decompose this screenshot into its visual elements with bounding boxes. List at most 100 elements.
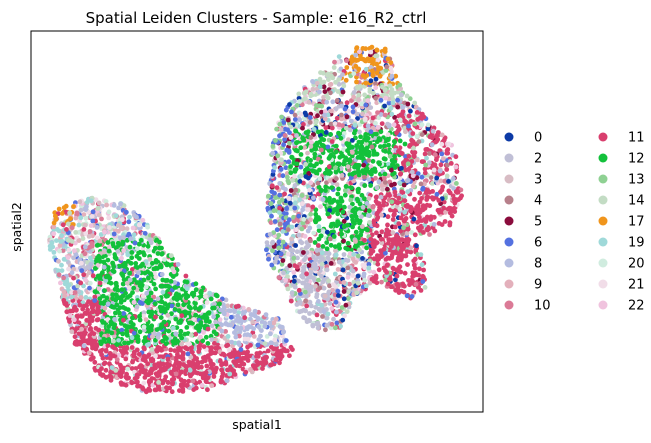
scatter-point-cluster-8 xyxy=(405,177,411,183)
scatter-point-cluster-9 xyxy=(251,334,257,339)
scatter-point-cluster-22 xyxy=(72,248,77,254)
scatter-point-cluster-21 xyxy=(93,197,99,203)
scatter-point-cluster-5 xyxy=(288,188,294,193)
scatter-point-cluster-11 xyxy=(410,131,416,136)
scatter-point-cluster-12 xyxy=(125,295,131,300)
scatter-point-cluster-11 xyxy=(399,244,404,250)
scatter-point-cluster-12 xyxy=(342,192,348,198)
scatter-point-cluster-8 xyxy=(431,222,437,227)
scatter-point-cluster-2 xyxy=(324,315,330,321)
scatter-point-cluster-14 xyxy=(75,283,81,289)
scatter-point-cluster-11 xyxy=(148,370,154,376)
scatter-point-cluster-2 xyxy=(281,270,286,276)
scatter-point-cluster-4 xyxy=(345,265,351,271)
scatter-point-cluster-3 xyxy=(86,270,92,276)
scatter-point-cluster-11 xyxy=(415,117,421,122)
scatter-point-cluster-11 xyxy=(247,353,253,359)
scatter-point-cluster-14 xyxy=(335,89,341,94)
scatter-point-cluster-8 xyxy=(105,301,111,307)
scatter-point-cluster-12 xyxy=(193,325,199,330)
scatter-point-cluster-22 xyxy=(318,204,323,210)
scatter-point-cluster-4 xyxy=(427,151,432,156)
scatter-point-cluster-8 xyxy=(235,313,240,319)
scatter-point-cluster-11 xyxy=(273,357,279,363)
scatter-point-cluster-20 xyxy=(143,284,149,290)
scatter-point-cluster-11 xyxy=(236,303,241,309)
scatter-point-cluster-13 xyxy=(268,201,274,207)
scatter-point-cluster-22 xyxy=(453,164,459,170)
scatter-point-cluster-11 xyxy=(103,367,109,373)
scatter-point-cluster-11 xyxy=(92,339,98,345)
scatter-point-cluster-3 xyxy=(366,196,372,201)
scatter-point-cluster-5 xyxy=(343,302,349,308)
scatter-point-cluster-21 xyxy=(153,353,158,359)
scatter-point-cluster-12 xyxy=(117,310,122,316)
scatter-point-cluster-11 xyxy=(334,115,340,121)
scatter-point-cluster-11 xyxy=(122,349,128,354)
scatter-point-cluster-5 xyxy=(344,114,350,120)
scatter-point-cluster-13 xyxy=(387,153,393,159)
scatter-point-cluster-9 xyxy=(271,320,277,326)
scatter-point-cluster-12 xyxy=(312,151,318,157)
scatter-point-cluster-6 xyxy=(415,171,421,177)
scatter-point-cluster-11 xyxy=(94,343,100,349)
scatter-point-cluster-11 xyxy=(209,345,215,350)
scatter-point-cluster-0 xyxy=(291,278,297,284)
scatter-point-cluster-5 xyxy=(401,182,407,188)
scatter-point-cluster-14 xyxy=(331,65,337,70)
scatter-point-cluster-2 xyxy=(315,320,321,326)
scatter-point-cluster-20 xyxy=(414,133,420,139)
scatter-point-cluster-20 xyxy=(311,230,317,236)
scatter-point-cluster-12 xyxy=(365,135,371,141)
scatter-point-cluster-12 xyxy=(137,329,143,335)
scatter-point-cluster-6 xyxy=(169,303,175,309)
scatter-point-cluster-11 xyxy=(136,351,142,357)
scatter-point-cluster-2 xyxy=(385,121,390,127)
scatter-point-cluster-11 xyxy=(139,364,145,369)
scatter-point-cluster-12 xyxy=(198,293,204,299)
scatter-point-cluster-20 xyxy=(125,366,130,372)
scatter-point-cluster-12 xyxy=(165,283,170,289)
scatter-point-cluster-12 xyxy=(106,248,112,254)
scatter-point-cluster-12 xyxy=(163,341,169,347)
scatter-point-cluster-13 xyxy=(342,188,348,193)
scatter-point-cluster-22 xyxy=(106,244,112,250)
scatter-point-cluster-21 xyxy=(203,294,208,299)
scatter-point-cluster-13 xyxy=(291,255,297,261)
scatter-point-cluster-12 xyxy=(350,171,355,177)
scatter-point-cluster-8 xyxy=(297,117,302,123)
scatter-point-cluster-3 xyxy=(101,249,107,255)
scatter-point-cluster-11 xyxy=(134,372,140,378)
scatter-point-cluster-11 xyxy=(100,373,105,378)
scatter-point-cluster-11 xyxy=(205,387,210,393)
scatter-point-cluster-11 xyxy=(271,346,277,352)
scatter-point-cluster-19 xyxy=(316,224,322,229)
scatter-point-cluster-11 xyxy=(409,137,414,143)
scatter-point-cluster-12 xyxy=(177,294,182,299)
scatter-point-cluster-9 xyxy=(73,296,79,301)
scatter-point-cluster-12 xyxy=(355,187,361,193)
scatter-point-cluster-12 xyxy=(112,252,118,257)
scatter-point-cluster-2 xyxy=(318,273,324,279)
scatter-point-cluster-21 xyxy=(152,270,157,276)
scatter-point-cluster-2 xyxy=(85,264,90,270)
scatter-point-cluster-6 xyxy=(404,293,410,299)
scatter-point-cluster-11 xyxy=(384,227,390,233)
scatter-point-cluster-8 xyxy=(330,99,336,105)
scatter-point-cluster-12 xyxy=(163,278,169,283)
scatter-point-cluster-10 xyxy=(61,275,66,281)
scatter-point-cluster-12 xyxy=(151,281,157,287)
scatter-point-cluster-12 xyxy=(174,325,180,330)
scatter-point-cluster-6 xyxy=(281,142,286,148)
scatter-point-cluster-19 xyxy=(55,268,61,273)
scatter-point-cluster-11 xyxy=(454,189,460,195)
scatter-point-cluster-0 xyxy=(340,317,346,323)
scatter-point-cluster-12 xyxy=(356,139,362,145)
scatter-point-cluster-12 xyxy=(120,281,126,287)
scatter-point-cluster-20 xyxy=(362,277,367,283)
scatter-point-cluster-11 xyxy=(417,207,423,213)
scatter-point-cluster-11 xyxy=(232,372,238,377)
scatter-point-cluster-9 xyxy=(246,307,252,312)
scatter-point-cluster-21 xyxy=(66,247,72,253)
scatter-point-cluster-2 xyxy=(368,105,374,110)
